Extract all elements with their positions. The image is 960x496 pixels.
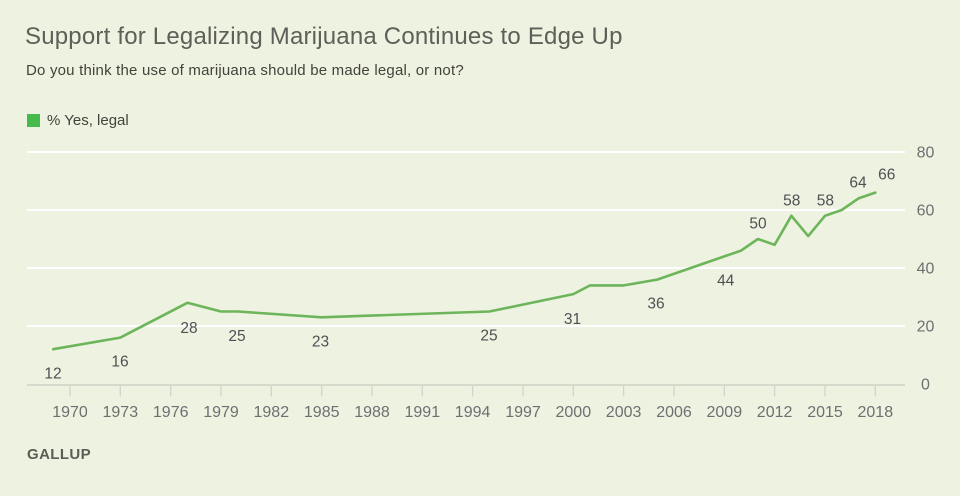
svg-text:36: 36 bbox=[647, 296, 664, 313]
svg-text:1976: 1976 bbox=[153, 404, 189, 421]
svg-text:44: 44 bbox=[717, 273, 735, 290]
svg-text:58: 58 bbox=[783, 193, 800, 210]
svg-text:58: 58 bbox=[817, 193, 834, 210]
svg-text:1973: 1973 bbox=[103, 404, 139, 421]
svg-text:1997: 1997 bbox=[505, 404, 541, 421]
svg-text:0: 0 bbox=[921, 377, 930, 394]
svg-text:20: 20 bbox=[917, 319, 935, 336]
svg-text:2009: 2009 bbox=[707, 404, 743, 421]
svg-text:2018: 2018 bbox=[858, 404, 894, 421]
svg-text:31: 31 bbox=[564, 311, 581, 328]
svg-text:1982: 1982 bbox=[254, 404, 290, 421]
svg-text:28: 28 bbox=[180, 320, 197, 337]
svg-text:2015: 2015 bbox=[807, 404, 843, 421]
svg-text:2006: 2006 bbox=[656, 404, 692, 421]
svg-text:2012: 2012 bbox=[757, 404, 793, 421]
svg-text:2000: 2000 bbox=[556, 404, 592, 421]
svg-text:40: 40 bbox=[917, 261, 935, 278]
svg-text:12: 12 bbox=[44, 366, 61, 383]
svg-text:1979: 1979 bbox=[203, 404, 239, 421]
svg-text:1991: 1991 bbox=[405, 404, 441, 421]
svg-text:60: 60 bbox=[917, 203, 935, 220]
svg-text:23: 23 bbox=[312, 334, 329, 351]
svg-text:64: 64 bbox=[849, 175, 867, 192]
svg-text:25: 25 bbox=[228, 328, 245, 345]
svg-text:1985: 1985 bbox=[304, 404, 340, 421]
svg-text:1994: 1994 bbox=[455, 404, 491, 421]
svg-text:80: 80 bbox=[917, 145, 935, 162]
svg-text:50: 50 bbox=[749, 216, 767, 233]
svg-text:66: 66 bbox=[878, 167, 895, 184]
svg-text:1970: 1970 bbox=[52, 404, 88, 421]
svg-text:25: 25 bbox=[480, 328, 497, 345]
svg-text:16: 16 bbox=[111, 354, 128, 371]
svg-text:1988: 1988 bbox=[354, 404, 390, 421]
svg-text:2003: 2003 bbox=[606, 404, 642, 421]
